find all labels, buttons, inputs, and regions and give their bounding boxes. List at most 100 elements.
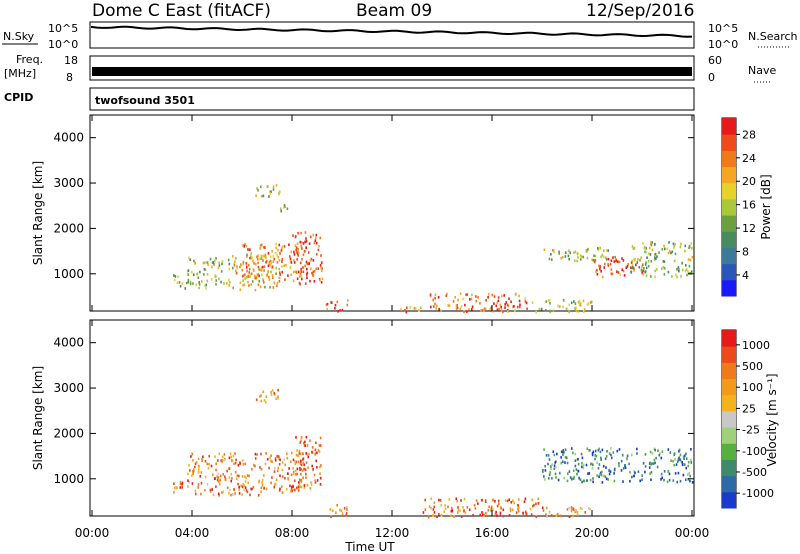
data-cell [615, 259, 617, 262]
data-cell [535, 502, 537, 506]
data-cell [590, 462, 593, 466]
data-cell [302, 476, 304, 480]
data-cell [314, 239, 317, 242]
data-cell [409, 306, 411, 309]
data-cell [252, 259, 254, 263]
data-cell [233, 263, 236, 267]
data-cell [687, 269, 689, 273]
data-cell [173, 274, 175, 277]
data-cell [319, 236, 322, 240]
data-cell [603, 474, 605, 478]
data-cell [226, 486, 229, 489]
data-cell [294, 270, 297, 273]
data-cell [600, 255, 602, 259]
data-cell [562, 255, 564, 259]
data-cell [680, 275, 682, 278]
data-cell [594, 457, 596, 461]
data-cell [556, 513, 559, 516]
data-cell [548, 257, 551, 261]
data-cell [613, 472, 615, 475]
data-cell [174, 275, 177, 278]
data-cell [199, 270, 201, 274]
data-cell [215, 279, 217, 282]
data-cell [641, 474, 643, 477]
data-cell [339, 508, 341, 512]
data-cell [552, 309, 555, 313]
data-cell [306, 271, 309, 275]
data-cell [303, 463, 305, 467]
data-cell [184, 287, 187, 290]
data-cell [277, 255, 280, 259]
data-cell [570, 509, 573, 513]
data-cell [262, 279, 265, 282]
data-cell [242, 459, 244, 462]
data-cell [511, 508, 514, 512]
data-cell [685, 452, 687, 456]
data-cell [270, 393, 273, 396]
data-cell [438, 307, 440, 311]
data-cell [669, 451, 672, 454]
data-cell [296, 258, 298, 261]
data-cell [316, 465, 318, 469]
data-cell [282, 475, 284, 478]
data-cell [668, 478, 671, 482]
data-cell [633, 257, 635, 261]
data-cell [257, 189, 259, 192]
data-cell [674, 458, 676, 461]
colorbar-swatch [722, 118, 736, 135]
data-cell [326, 302, 329, 306]
data-cell [448, 304, 451, 307]
data-cell [191, 452, 194, 456]
data-cell [678, 448, 681, 452]
data-cell [450, 514, 452, 517]
data-cell [545, 513, 547, 516]
data-cell [462, 506, 464, 509]
data-cell [281, 468, 284, 472]
data-cell [204, 475, 207, 479]
data-cell [292, 279, 295, 283]
data-cell [198, 281, 200, 284]
data-cell [310, 267, 312, 270]
data-cell [482, 308, 485, 312]
data-cell [300, 436, 303, 439]
data-cell [305, 237, 307, 240]
data-cell [519, 305, 521, 309]
data-cell [309, 279, 311, 283]
data-cell [602, 255, 605, 258]
data-cell [452, 300, 455, 303]
data-cell [661, 248, 664, 251]
data-cell [645, 250, 647, 254]
data-cell [562, 305, 564, 308]
data-cell [560, 257, 562, 260]
data-cell [187, 485, 189, 488]
data-cell [312, 270, 315, 274]
data-cell [655, 268, 658, 271]
data-cell [460, 499, 462, 502]
data-cell [305, 476, 307, 479]
data-cell [192, 458, 194, 462]
data-cell [544, 464, 546, 468]
colorbar-swatch [722, 491, 736, 509]
data-cell [563, 476, 565, 480]
data-cell [684, 269, 687, 273]
data-cell [558, 250, 560, 254]
data-cell [487, 292, 490, 296]
data-cell [512, 499, 514, 503]
data-cell [491, 293, 494, 297]
data-cell [301, 247, 303, 250]
data-cell [544, 478, 546, 481]
data-cell [263, 246, 265, 249]
data-cell [260, 399, 263, 403]
data-cell [622, 269, 625, 273]
data-cell [254, 464, 256, 468]
data-cell [232, 286, 234, 290]
data-cell [250, 272, 253, 275]
data-cell [217, 492, 220, 496]
data-cell [574, 452, 577, 456]
data-cell [272, 185, 275, 189]
data-cell [650, 470, 653, 474]
data-cell [568, 506, 570, 510]
data-cell [200, 492, 202, 496]
data-cell [176, 486, 178, 489]
data-cell [667, 448, 670, 451]
